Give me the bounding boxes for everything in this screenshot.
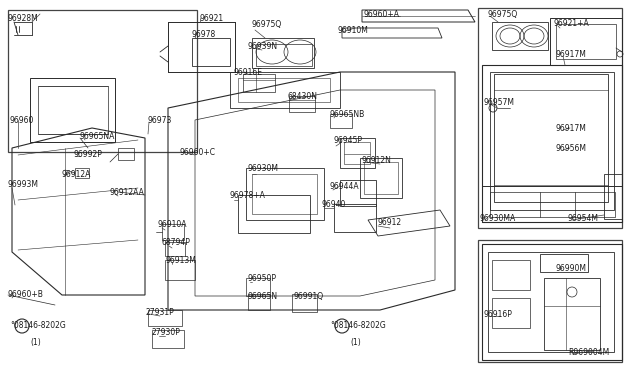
Text: 96912AA: 96912AA [110,188,145,197]
Bar [334,204,376,232]
Bar [340,180,376,206]
Text: 96990M: 96990M [556,264,587,273]
Text: 96978+A: 96978+A [230,191,266,200]
Bar [118,148,134,160]
Bar [492,260,530,290]
Bar [192,38,230,66]
Text: 96960+A: 96960+A [364,10,400,19]
Text: 27931P: 27931P [146,308,175,317]
Text: 96975Q: 96975Q [487,10,517,19]
Text: 96917M: 96917M [556,124,587,133]
Text: °08146-8202G: °08146-8202G [10,321,66,330]
Text: (1): (1) [350,338,361,347]
Bar [340,138,375,168]
Bar [162,224,184,240]
Text: 96965N: 96965N [248,292,278,301]
Text: 96956M: 96956M [556,144,587,153]
Text: 96928M: 96928M [8,14,39,23]
Bar [330,114,352,128]
Bar [238,195,310,233]
Bar [252,174,317,214]
Bar [360,158,402,198]
Bar [492,22,548,50]
Bar [544,278,600,350]
Bar [75,168,89,178]
Text: 96921+A: 96921+A [553,19,589,28]
Text: 96991Q: 96991Q [294,292,324,301]
Bar [364,162,398,194]
Text: 96910M: 96910M [338,26,369,35]
Text: 68794P: 68794P [162,238,191,247]
Text: 96930MA: 96930MA [480,214,516,223]
Bar [344,142,370,164]
Text: 96950P: 96950P [248,274,277,283]
Text: R969004M: R969004M [568,348,609,357]
Bar [38,86,108,134]
Bar [289,96,315,112]
Text: 96945P: 96945P [333,136,362,145]
Bar [165,242,185,256]
Bar [256,44,312,66]
Text: 96912N: 96912N [362,156,392,165]
Bar [488,252,614,352]
Text: 96912: 96912 [377,218,401,227]
Text: 96916P: 96916P [484,310,513,319]
Text: 96965NB: 96965NB [330,110,365,119]
Bar [248,294,270,310]
Text: 96913M: 96913M [166,256,197,265]
Text: 96960+C: 96960+C [180,148,216,157]
Text: 96921: 96921 [200,14,224,23]
Text: 96944A: 96944A [329,182,358,191]
Bar [478,240,622,362]
Bar [490,192,615,217]
Text: 96975Q: 96975Q [252,20,282,29]
Text: 27930P: 27930P [152,328,181,337]
Bar [8,10,197,152]
Text: (1): (1) [30,338,41,347]
Text: 96960: 96960 [10,116,35,125]
Text: 96954M: 96954M [568,214,599,223]
Text: 96978: 96978 [192,30,216,39]
Bar [243,74,275,92]
Text: 96973: 96973 [148,116,172,125]
Bar [494,74,608,202]
Bar [252,38,314,68]
Text: 96916E: 96916E [234,68,263,77]
Bar [246,278,270,296]
Text: 96910A: 96910A [158,220,188,229]
Bar [152,330,184,348]
Bar [148,310,182,326]
Text: 96939N: 96939N [248,42,278,51]
Bar [238,78,330,102]
Text: 96930M: 96930M [248,164,279,173]
Text: 68430N: 68430N [287,92,317,101]
Text: 96957M: 96957M [484,98,515,107]
Bar [292,294,317,312]
Bar [165,260,195,280]
Bar [540,254,588,272]
Bar [556,24,616,59]
Text: 96965NA: 96965NA [80,132,115,141]
Text: 96960+B: 96960+B [8,290,44,299]
Bar [492,298,530,328]
Bar [604,174,622,219]
Bar [246,168,324,220]
Text: 96993M: 96993M [8,180,39,189]
Text: 96940: 96940 [321,200,346,209]
Text: 96917M: 96917M [556,50,587,59]
Text: 96912A: 96912A [62,170,92,179]
Bar [478,8,622,228]
Text: 96992P: 96992P [73,150,102,159]
Text: °08146-8202G: °08146-8202G [330,321,386,330]
